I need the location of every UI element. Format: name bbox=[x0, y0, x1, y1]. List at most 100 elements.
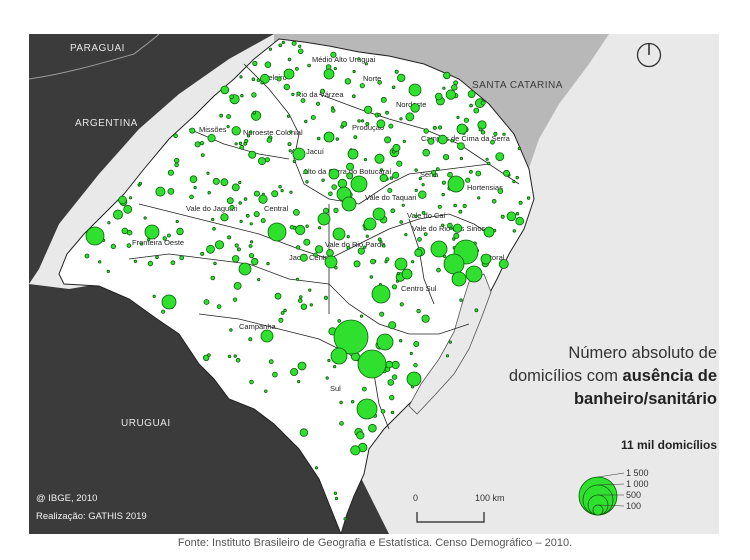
municipality-circle bbox=[239, 144, 245, 150]
municipality-circle bbox=[161, 309, 166, 314]
municipality-circle bbox=[434, 92, 443, 101]
region-label: Vale do Rio dos Sinos bbox=[412, 224, 485, 233]
region-label: Fronteira Oeste bbox=[132, 238, 184, 247]
municipality-circle bbox=[353, 135, 358, 139]
municipality-circle bbox=[451, 271, 467, 287]
municipality-circle bbox=[423, 232, 428, 237]
municipality-circle bbox=[252, 60, 258, 67]
region-label: Serra bbox=[420, 170, 439, 179]
municipality-circle bbox=[518, 200, 523, 205]
municipality-circle bbox=[219, 113, 224, 118]
municipality-circle bbox=[365, 234, 369, 238]
municipality-circle bbox=[129, 196, 133, 200]
municipality-circle bbox=[408, 83, 422, 97]
municipality-circle bbox=[176, 227, 184, 236]
municipality-circle bbox=[485, 157, 489, 161]
municipality-circle bbox=[371, 284, 391, 304]
region-label: Celeiro bbox=[263, 73, 287, 82]
municipality-circle bbox=[304, 119, 308, 124]
municipality-circle bbox=[437, 125, 443, 130]
region-label: Norte bbox=[363, 74, 381, 83]
municipality-circle bbox=[291, 40, 297, 46]
municipality-circle bbox=[179, 255, 185, 261]
municipality-circle bbox=[363, 158, 367, 162]
municipality-circle bbox=[212, 227, 216, 231]
municipality-circle bbox=[515, 216, 525, 226]
municipality-circle bbox=[207, 353, 211, 357]
municipality-circle bbox=[292, 147, 306, 161]
municipality-circle bbox=[227, 354, 232, 359]
municipality-circle bbox=[226, 125, 230, 129]
credits: @ IBGE, 2010 Realização: GATHIS 2019 bbox=[36, 490, 147, 526]
municipality-circle bbox=[251, 77, 256, 81]
municipality-circle bbox=[200, 251, 205, 256]
municipality-circle bbox=[368, 423, 377, 433]
municipality-circle bbox=[286, 114, 291, 118]
municipality-circle bbox=[422, 148, 431, 157]
municipality-circle bbox=[289, 190, 293, 194]
municipality-circle bbox=[202, 354, 210, 361]
municipality-circle bbox=[410, 103, 420, 113]
municipality-circle bbox=[174, 162, 179, 168]
municipality-circle bbox=[377, 237, 382, 242]
municipality-circle bbox=[207, 190, 211, 195]
municipality-circle bbox=[280, 189, 284, 193]
municipality-circle bbox=[155, 186, 166, 197]
municipality-circle bbox=[333, 491, 338, 495]
municipality-circle bbox=[465, 177, 471, 183]
municipality-circle bbox=[238, 180, 242, 185]
municipality-circle bbox=[252, 111, 257, 115]
municipality-circle bbox=[346, 172, 354, 180]
municipality-circle bbox=[233, 354, 237, 358]
municipality-circle bbox=[189, 127, 196, 134]
municipality-circle bbox=[381, 243, 386, 248]
municipality-circle bbox=[332, 364, 337, 369]
municipality-circle bbox=[416, 308, 421, 314]
municipality-circle bbox=[207, 134, 216, 143]
municipality-circle bbox=[380, 409, 386, 414]
municipality-circle bbox=[251, 92, 257, 98]
municipality-circle bbox=[248, 337, 253, 342]
legend-value: 1 000 bbox=[626, 479, 649, 489]
municipality-circle bbox=[238, 262, 252, 276]
municipality-circle bbox=[227, 235, 232, 240]
municipality-circle bbox=[401, 203, 405, 207]
municipality-circle bbox=[448, 340, 452, 344]
municipality-circle bbox=[331, 184, 338, 190]
municipality-circle bbox=[453, 232, 460, 239]
municipality-circle bbox=[361, 386, 367, 392]
municipality-circle bbox=[106, 269, 110, 273]
credits-line1: @ IBGE, 2010 bbox=[36, 493, 98, 504]
municipality-circle bbox=[343, 517, 347, 521]
municipality-circle bbox=[314, 466, 319, 470]
municipality-circle bbox=[502, 132, 506, 136]
municipality-circle bbox=[260, 329, 274, 343]
municipality-circle bbox=[280, 311, 285, 315]
municipality-circle bbox=[500, 214, 505, 219]
municipality-circle bbox=[452, 223, 463, 233]
municipality-circle bbox=[388, 321, 397, 330]
municipality-circle bbox=[344, 78, 352, 85]
municipality-circle bbox=[238, 141, 243, 145]
municipality-circle bbox=[453, 80, 459, 86]
municipality-circle bbox=[307, 63, 311, 68]
municipality-circle bbox=[385, 110, 389, 115]
municipality-circle bbox=[133, 259, 138, 263]
municipality-circle bbox=[333, 66, 337, 71]
municipality-circle bbox=[421, 210, 426, 215]
municipality-circle bbox=[391, 374, 398, 380]
municipality-circle bbox=[463, 117, 469, 123]
municipality-circle bbox=[214, 240, 225, 250]
municipality-circle bbox=[274, 292, 282, 300]
municipality-circle bbox=[253, 190, 260, 197]
municipality-circle bbox=[515, 175, 519, 180]
region-label: Central bbox=[264, 204, 289, 213]
map-canvas: Médio Alto Uruguai Celeiro Rio da Várzea… bbox=[29, 34, 719, 534]
municipality-circle bbox=[387, 379, 395, 386]
municipality-circle bbox=[220, 178, 229, 187]
municipality-circle bbox=[451, 84, 458, 91]
municipality-circle bbox=[388, 123, 394, 129]
municipality-circle bbox=[421, 314, 430, 323]
circles-layer bbox=[84, 40, 531, 521]
municipality-circle bbox=[320, 88, 326, 94]
